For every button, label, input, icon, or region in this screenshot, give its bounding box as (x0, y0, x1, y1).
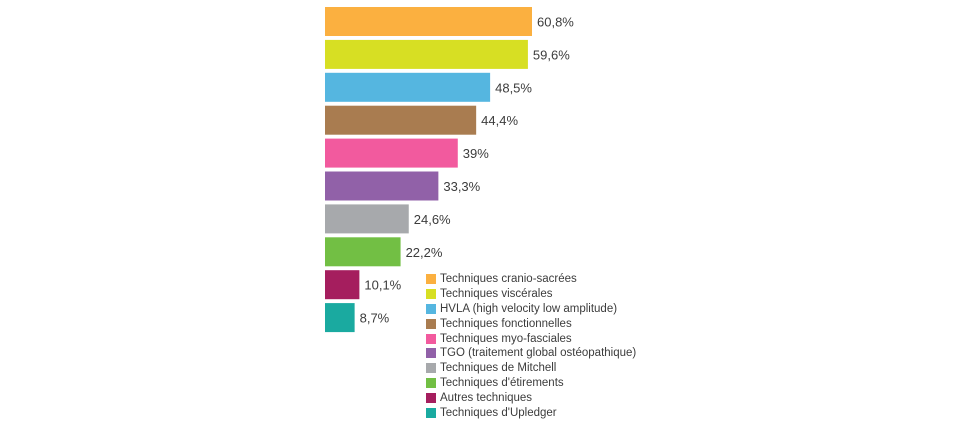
bar-value-label: 8,7% (360, 311, 390, 326)
bar-value-label: 33,3% (443, 179, 480, 194)
legend-swatch (426, 392, 436, 403)
bar-value-label: 44,4% (481, 113, 518, 128)
legend-item: HVLA (high velocity low amplitude) (426, 302, 636, 317)
legend-label: Techniques de Mitchell (440, 362, 557, 375)
bar (325, 204, 409, 234)
bar (325, 171, 439, 201)
legend-swatch (426, 303, 436, 314)
bar (325, 138, 458, 168)
legend-label: Techniques fonctionnelles (440, 317, 572, 330)
bar (325, 303, 355, 333)
bar (325, 237, 401, 267)
legend-label: TGO (traitement global ostéopathique) (440, 347, 637, 360)
bar (325, 72, 491, 102)
legend-swatch (426, 377, 436, 388)
legend-swatch (426, 407, 436, 418)
legend-item: Techniques fonctionnelles (426, 316, 636, 331)
bar (325, 105, 477, 135)
legend-item: Techniques myo-fasciales (426, 331, 636, 346)
legend-item: Techniques de Mitchell (426, 361, 636, 376)
bar-value-label: 39% (463, 146, 489, 161)
legend-swatch (426, 289, 436, 300)
legend-item: Autres techniques (426, 390, 636, 405)
legend-swatch (426, 318, 436, 329)
bar-value-label: 24,6% (414, 212, 451, 227)
bar-value-label: 48,5% (495, 80, 532, 95)
bar (325, 7, 532, 36)
legend-item: Techniques viscérales (426, 287, 636, 302)
legend-label: Techniques myo-fasciales (440, 332, 572, 345)
legend-label: HVLA (high velocity low amplitude) (440, 302, 618, 315)
legend-label: Autres techniques (440, 391, 533, 404)
legend-label: Techniques d'Upledger (440, 406, 557, 419)
legend-item: Techniques d'étirements (426, 376, 636, 391)
legend-swatch (426, 348, 436, 359)
bar (325, 39, 528, 69)
bar-value-label: 59,6% (533, 47, 570, 62)
legend-label: Techniques d'étirements (440, 376, 564, 389)
legend-swatch (426, 274, 436, 285)
bar-value-label: 22,2% (406, 245, 443, 260)
legend-label: Techniques viscérales (440, 288, 553, 301)
bar-value-label: 60,8% (537, 15, 574, 30)
legend-swatch (426, 333, 436, 344)
bar-value-label: 10,1% (364, 278, 401, 293)
legend-label: Techniques cranio-sacrées (440, 273, 577, 286)
legend-item: Techniques cranio-sacrées (426, 272, 636, 287)
chart-legend: Techniques cranio-sacrées Techniques visc… (426, 272, 636, 420)
legend-swatch (426, 363, 436, 374)
bar (325, 270, 360, 300)
legend-item: Techniques d'Upledger (426, 405, 636, 420)
legend-item: TGO (traitement global ostéopathique) (426, 346, 636, 361)
